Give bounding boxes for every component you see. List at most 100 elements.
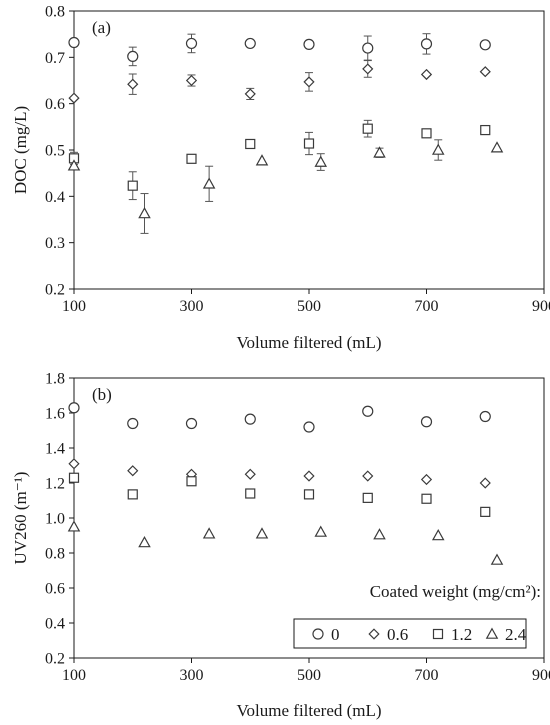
legend-marker-circle xyxy=(312,628,324,640)
panel-a-point-triangle xyxy=(202,177,216,189)
legend-entry-label: 0 xyxy=(331,625,340,644)
panel-b-point-triangle xyxy=(255,527,269,539)
panel-a-point-diamond xyxy=(362,63,374,75)
panel-a-ticks: 100 300 500 700 900 0.2 0.3 0.4 0.5 0.6 0.7 0.8 xyxy=(45,4,550,316)
panel-b-x-tick-label: 900 xyxy=(532,667,550,684)
panel-b-point-square xyxy=(245,488,256,499)
panel-b-y-tick-label: 0.4 xyxy=(45,616,65,633)
panel-a-point-diamond xyxy=(244,88,256,100)
panel-a-label: (a) xyxy=(92,18,111,37)
legend-marker-square xyxy=(432,628,444,640)
panel-a-point-triangle xyxy=(138,206,151,219)
panel-a-point-triangle xyxy=(67,159,81,171)
legend-marker-triangle xyxy=(485,627,499,639)
panel-b-y-tick-label: 1.6 xyxy=(45,406,65,423)
panel-a-point-square xyxy=(245,138,256,150)
panel-a-marks xyxy=(67,33,504,234)
panel-b-point-triangle xyxy=(373,528,386,540)
panel-b-point-square xyxy=(362,492,373,503)
panel-a-point-square xyxy=(421,128,432,139)
panel-a-y-tick-label: 0.4 xyxy=(45,189,65,206)
legend-title: Coated weight (mg/cm²): xyxy=(370,582,541,601)
panel-a-y-tick-label: 0.6 xyxy=(45,96,65,113)
panel-a-point-diamond xyxy=(185,74,198,87)
panel-b-y-tick-label: 1.0 xyxy=(45,511,65,528)
panel-b-point-diamond xyxy=(479,477,491,489)
panel-b-x-tick-label: 700 xyxy=(415,667,439,684)
panel-a-x-tick-label: 700 xyxy=(415,298,439,315)
legend-entry-label: 0.6 xyxy=(387,625,408,644)
panel-b-point-square xyxy=(480,506,491,517)
panel-a-point-square xyxy=(127,180,138,191)
panel-b-x-tick-label: 100 xyxy=(62,667,86,684)
panel-b-x-axis-title: Volume filtered (mL) xyxy=(236,701,381,720)
panel-a-y-axis-title: DOC (mg/L) xyxy=(11,106,30,194)
legend-entry-label: 2.4 xyxy=(505,625,527,644)
panel-b-point-diamond xyxy=(244,468,256,480)
legend-items: 0 0.6 1.2 2.4 xyxy=(312,625,527,644)
panel-a: 100 300 500 700 900 0.2 0.3 0.4 0.5 0.6 0.7 0.8 (a)… xyxy=(11,4,550,353)
panel-a-x-tick-label: 900 xyxy=(532,298,550,315)
panel-b-y-axis-title: UV260 (m⁻¹) xyxy=(11,472,30,565)
panel-a-point-square xyxy=(303,138,315,149)
panel-b-ticks: 100 300 500 700 900 0.2 0.4 0.6 0.8 1.0 1.2 1.4 1.6 1… xyxy=(45,371,550,685)
panel-a-point-circle xyxy=(420,38,433,50)
panel-b-point-triangle xyxy=(67,520,81,532)
panel-a-y-tick-label: 0.2 xyxy=(45,282,65,299)
panel-b-y-tick-label: 1.8 xyxy=(45,371,65,388)
panel-b-point-circle xyxy=(303,421,315,433)
panel-b-y-tick-label: 1.2 xyxy=(45,476,65,493)
panel-b-point-triangle xyxy=(431,529,445,541)
panel-b-point-circle xyxy=(362,405,374,417)
legend: Coated weight (mg/cm²): 0 0.6 1.2 2.4 xyxy=(293,582,541,649)
panel-b-point-square xyxy=(303,489,315,500)
panel-a-y-tick-label: 0.3 xyxy=(45,235,65,252)
panel-a-point-diamond xyxy=(127,78,139,90)
panel-a-point-diamond xyxy=(420,68,433,81)
panel-a-y-tick-label: 0.7 xyxy=(45,50,65,67)
panel-b-point-circle xyxy=(68,402,80,414)
panel-b-y-tick-label: 0.2 xyxy=(45,651,65,668)
panel-b-point-diamond xyxy=(127,465,139,477)
panel-a-point-circle xyxy=(127,50,139,63)
panel-a-point-circle xyxy=(479,39,491,51)
legend-box xyxy=(293,618,527,649)
panel-a-x-axis-title: Volume filtered (mL) xyxy=(236,333,381,352)
panel-b-point-square xyxy=(68,472,80,483)
panel-a-point-square xyxy=(480,124,491,136)
panel-a-point-triangle xyxy=(255,154,269,166)
panel-a-x-tick-label: 100 xyxy=(62,298,86,315)
panel-a-y-tick-label: 0.5 xyxy=(45,143,65,160)
panel-b-point-triangle xyxy=(490,553,504,565)
panel-a-point-circle xyxy=(244,37,256,50)
panel-a-point-diamond xyxy=(303,76,315,88)
panel-b-point-triangle xyxy=(138,536,151,548)
panel-b-marks xyxy=(67,402,504,565)
panel-a-point-diamond xyxy=(479,66,491,78)
panel-a-y-tick-label: 0.8 xyxy=(45,4,65,21)
panel-b-y-tick-label: 0.8 xyxy=(45,546,65,563)
panel-a-x-tick-label: 300 xyxy=(180,298,204,315)
panel-b-x-tick-label: 300 xyxy=(180,667,204,684)
legend-marker-diamond xyxy=(368,628,380,640)
panel-a-point-diamond xyxy=(68,92,80,104)
panel-b-point-circle xyxy=(244,413,256,425)
panel-b-point-circle xyxy=(420,416,433,428)
panel-b-point-circle xyxy=(479,410,491,423)
panel-b-point-square xyxy=(127,489,138,500)
panel-a-point-triangle xyxy=(490,141,504,153)
panel-b-point-diamond xyxy=(303,470,315,482)
panel-a-point-circle xyxy=(362,42,374,54)
panel-b-plot-frame xyxy=(73,377,545,659)
panel-b-y-tick-label: 1.4 xyxy=(45,441,65,458)
panel-a-point-circle xyxy=(68,36,80,49)
panel-a-point-circle xyxy=(185,37,198,50)
panel-b: 100 300 500 700 900 0.2 0.4 0.6 0.8 1.0 1.2 1.4 1.6 1… xyxy=(11,371,550,721)
panel-a-point-square xyxy=(186,153,197,164)
panel-b-point-diamond xyxy=(362,470,374,482)
panel-b-point-triangle xyxy=(314,525,328,537)
panel-b-point-triangle xyxy=(202,527,216,539)
panel-a-point-square xyxy=(362,123,373,134)
panel-a-point-circle xyxy=(303,38,315,50)
